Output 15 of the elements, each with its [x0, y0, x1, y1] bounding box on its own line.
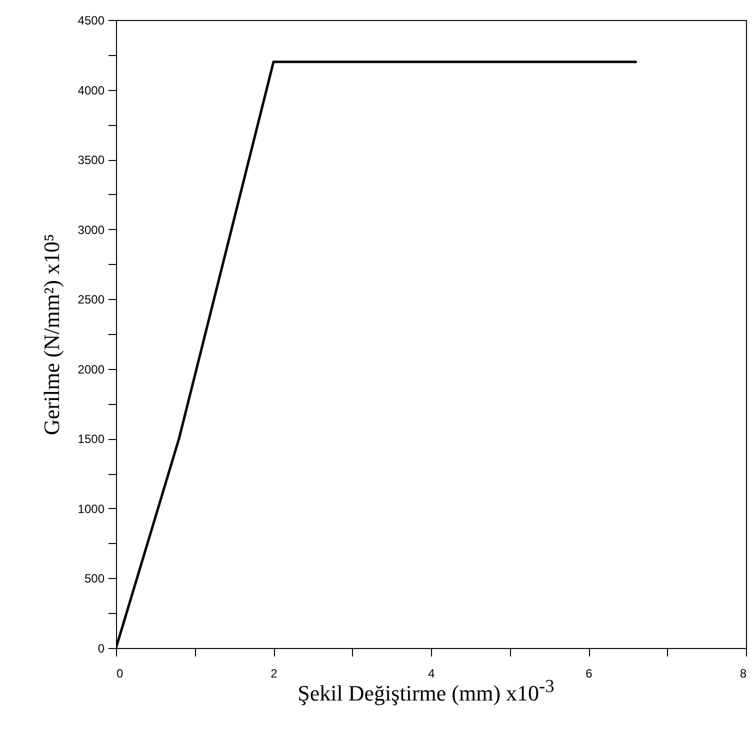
y-tick-label: 4500 — [78, 14, 105, 28]
y-tick-label: 3000 — [78, 222, 105, 237]
y-tick-label: 2500 — [78, 292, 105, 307]
y-tick-label: 1000 — [78, 502, 105, 516]
x-tick-label: 8 — [740, 666, 747, 680]
x-tick-label: 0 — [116, 666, 124, 680]
x-tick-label: 2 — [270, 666, 278, 680]
y-tick-label: 3500 — [78, 153, 105, 168]
y-tick-label: 2000 — [78, 362, 105, 376]
y-tick-label: 500 — [84, 572, 105, 586]
y-axis-title: Gerilme (N/mm²) x10⁵ — [38, 234, 64, 436]
x-tick-label: 6 — [586, 666, 593, 680]
y-tick-label: 4000 — [78, 83, 105, 98]
y-tick-label: 0 — [98, 642, 105, 656]
y-tick-label: 1500 — [78, 432, 105, 446]
